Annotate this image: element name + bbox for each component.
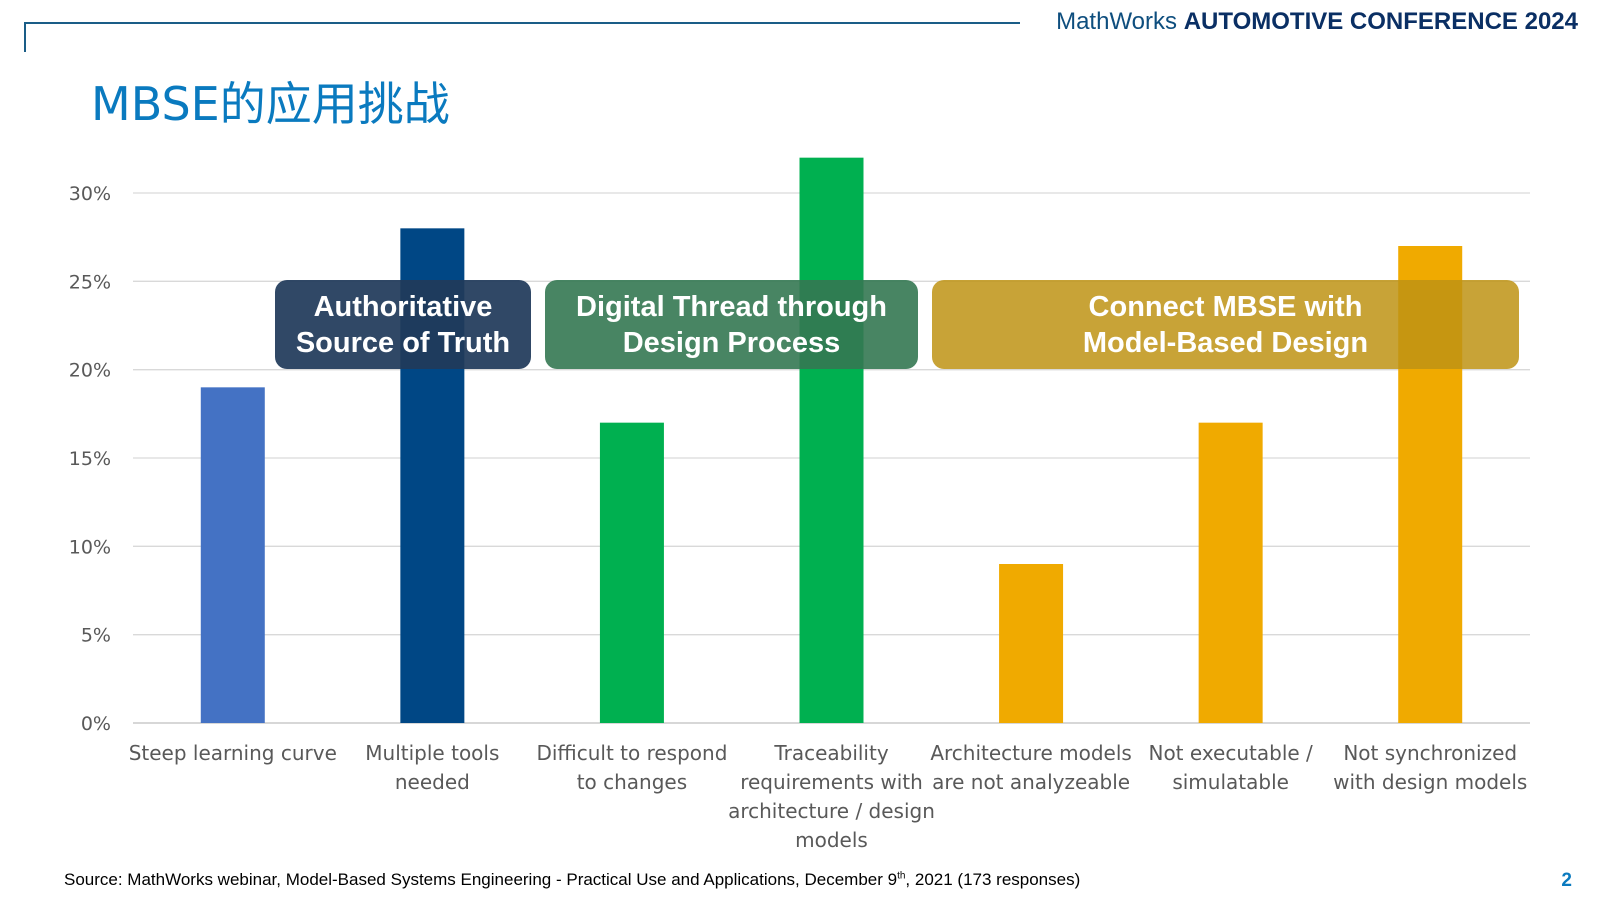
y-tick-label: 0% [81,713,111,735]
x-category-label: Traceability [773,741,889,765]
callout-connect-mbse: Connect MBSE with Model-Based Design [932,280,1519,369]
x-category-label: Not synchronized [1343,741,1517,765]
source-footnote: Source: MathWorks webinar, Model-Based S… [64,870,1080,890]
header-rule [24,22,1020,24]
source-text: Source: MathWorks webinar, Model-Based S… [64,870,898,889]
x-category-label: Difficult to respond [536,741,727,765]
header-rule-corner [24,22,26,52]
y-tick-label: 10% [69,536,111,558]
x-category-label: Multiple tools [365,741,499,765]
conference-brand: MathWorks AUTOMOTIVE CONFERENCE 2024 [1056,8,1578,36]
y-axis-tick-labels: 0% 5% 10% 15% 20% 25% 30% [69,183,111,735]
x-category-label: requirements with [740,770,923,794]
bar [599,422,664,723]
bar [200,387,265,723]
y-tick-label: 5% [81,625,111,647]
x-category-label: simulatable [1172,770,1289,794]
brand-name: MathWorks [1056,8,1178,35]
bar-chart: 0% 5% 10% 15% 20% 25% 30% Steep learning curve… [69,157,1530,852]
bar [799,157,864,723]
x-category-label: architecture / design [728,799,935,823]
callout-digital-thread: Digital Thread through Design Process [545,280,918,369]
slide-title: MBSE的应用挑战 [91,77,450,131]
bar [999,564,1064,723]
x-category-label: needed [395,770,470,794]
x-category-label: with design models [1333,770,1527,794]
y-tick-label: 25% [69,271,111,293]
conference-name: AUTOMOTIVE CONFERENCE 2024 [1183,8,1578,35]
x-category-label: models [795,828,868,852]
x-category-label: Not executable / [1148,741,1313,765]
source-superscript: th [897,870,906,882]
x-axis-category-labels: Steep learning curve Multiple tools needed… [129,741,1528,852]
x-category-label: Steep learning curve [129,741,337,765]
y-tick-label: 15% [69,448,111,470]
page-number: 2 [1561,870,1572,891]
bar [1198,422,1263,723]
x-category-label: Architecture models [930,741,1132,765]
y-tick-label: 30% [69,183,111,205]
source-suffix: , 2021 (173 responses) [905,870,1081,889]
y-tick-label: 20% [69,360,111,382]
x-category-label: are not analyzeable [932,770,1130,794]
chart-bars [200,157,1463,724]
callout-authoritative-source: Authoritative Source of Truth [275,280,531,369]
x-category-label: to changes [577,770,687,794]
